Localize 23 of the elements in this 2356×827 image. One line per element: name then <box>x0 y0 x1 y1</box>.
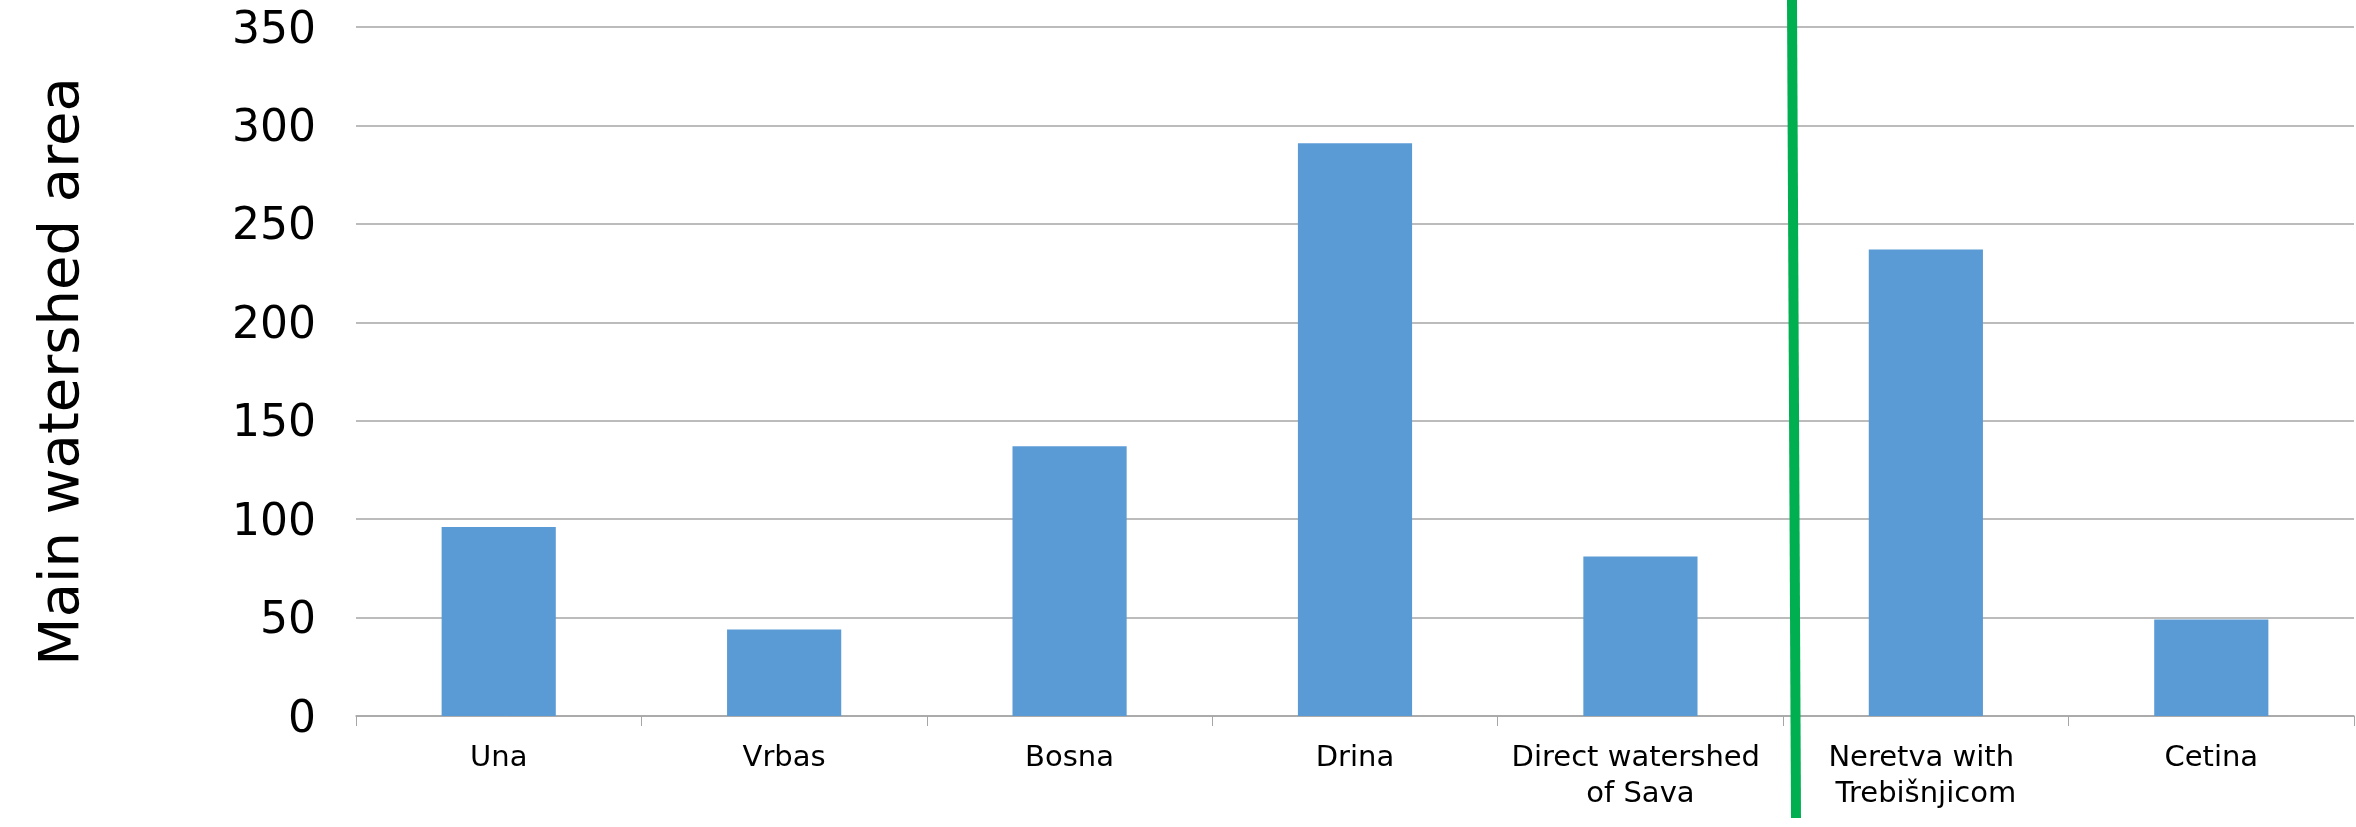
x-tick-label: Bosna <box>1025 739 1115 773</box>
x-tick-label: Neretva with Trebišnjicom <box>1828 739 2024 809</box>
bar <box>1868 249 1983 716</box>
bar <box>1583 556 1698 716</box>
y-tick-label: 50 <box>260 592 316 644</box>
x-tick-label: Drina <box>1315 739 1395 773</box>
x-tick-label: Cetina <box>2164 739 2259 773</box>
x-tick-label: Una <box>470 739 528 773</box>
bar <box>1297 143 1413 716</box>
bar <box>727 629 842 716</box>
bar <box>441 527 556 716</box>
y-tick-label: 0 <box>288 690 316 742</box>
bar <box>2154 619 2269 716</box>
x-tick-label: Direct watershed of Sava <box>1511 739 1770 809</box>
bar <box>1012 446 1127 716</box>
y-tick-label: 200 <box>232 296 316 348</box>
y-tick-label: 350 <box>232 1 316 53</box>
y-tick-label: 250 <box>232 198 316 250</box>
x-tick-label: Vrbas <box>742 739 826 773</box>
y-tick-label: 150 <box>232 395 316 447</box>
y-tick-label: 100 <box>232 493 316 545</box>
y-axis-title: Main watershed area <box>25 77 91 666</box>
y-tick-label: 300 <box>232 99 316 151</box>
